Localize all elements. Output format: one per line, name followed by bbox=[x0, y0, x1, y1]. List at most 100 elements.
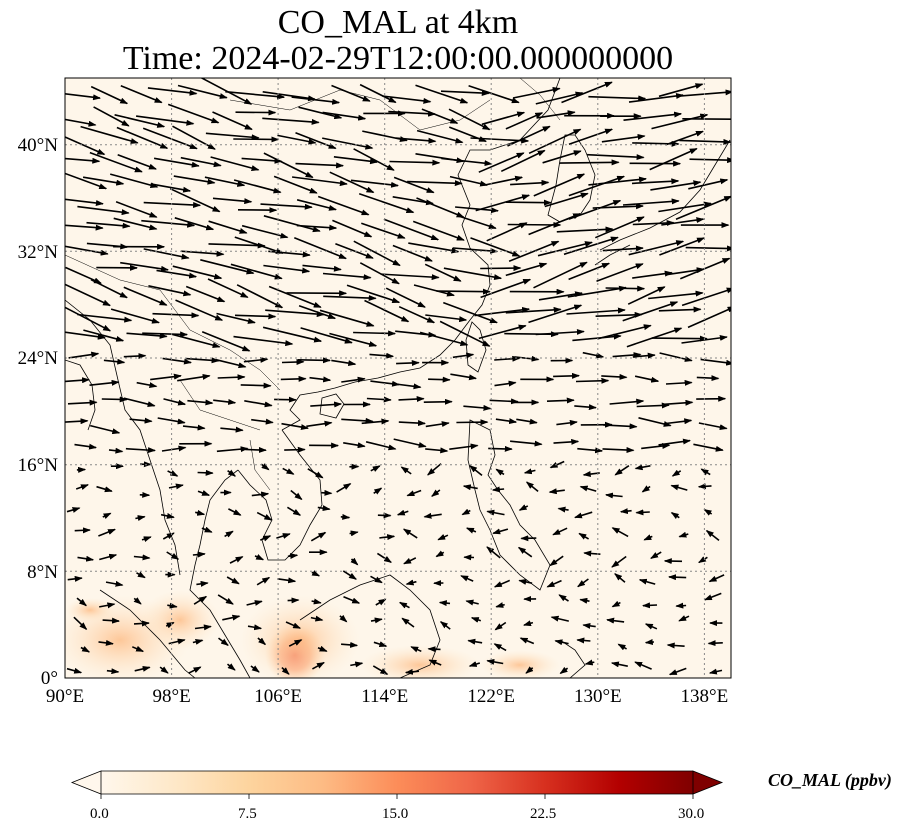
wind-arrow bbox=[556, 419, 578, 426]
wind-arrow bbox=[65, 306, 112, 332]
wind-arrow bbox=[475, 194, 531, 212]
wind-arrow bbox=[642, 602, 658, 609]
wind-arrow bbox=[675, 602, 687, 609]
wind-vectors bbox=[65, 78, 731, 676]
wind-arrow bbox=[215, 358, 247, 369]
wind-arrow bbox=[425, 421, 450, 428]
wind-arrow bbox=[494, 355, 521, 362]
wind-arrow bbox=[353, 240, 401, 267]
wind-arrow bbox=[134, 665, 151, 672]
wind-arrow bbox=[634, 375, 660, 383]
wind-arrow bbox=[408, 242, 460, 254]
wind-arrow bbox=[478, 324, 527, 340]
wind-arrow bbox=[153, 157, 200, 168]
wind-arrow bbox=[552, 527, 568, 536]
wind-arrow bbox=[298, 304, 337, 320]
wind-arrow bbox=[410, 646, 422, 653]
wind-arrow bbox=[670, 512, 680, 520]
colorbar-tick-label: 0.0 bbox=[90, 806, 109, 822]
wind-arrow bbox=[312, 661, 325, 670]
wind-arrow bbox=[631, 178, 680, 185]
wind-arrow bbox=[117, 154, 157, 170]
wind-arrow bbox=[406, 489, 422, 497]
wind-arrow bbox=[213, 398, 237, 405]
wind-arrow bbox=[222, 614, 241, 621]
wind-arrow bbox=[125, 447, 156, 454]
wind-arrow bbox=[370, 380, 400, 387]
wind-arrow bbox=[126, 332, 168, 339]
wind-arrow bbox=[708, 668, 723, 675]
wind-arrow bbox=[648, 290, 704, 300]
wind-arrow bbox=[661, 217, 705, 226]
colorbar-tick-label: 22.5 bbox=[530, 806, 557, 822]
wind-arrow bbox=[401, 617, 415, 628]
colorbar-tick-label: 15.0 bbox=[382, 806, 409, 822]
map-frame bbox=[64, 77, 732, 679]
colorbar-label: CO_MAL (ppbv) bbox=[768, 770, 892, 790]
wind-arrow bbox=[685, 245, 731, 252]
wind-arrow bbox=[152, 312, 200, 319]
wind-arrow bbox=[450, 373, 477, 381]
wind-arrow bbox=[486, 658, 504, 665]
colorbar-gradient bbox=[101, 771, 693, 794]
wind-arrow bbox=[302, 264, 342, 272]
wind-arrow bbox=[480, 278, 532, 299]
wind-arrow bbox=[322, 111, 367, 121]
wind-arrow bbox=[596, 263, 644, 282]
wind-arrow bbox=[668, 574, 687, 581]
wind-arrow bbox=[65, 245, 109, 256]
wind-arrow bbox=[549, 555, 564, 567]
wind-arrow bbox=[373, 487, 383, 495]
wind-arrow bbox=[311, 598, 322, 605]
wind-arrow bbox=[416, 129, 464, 144]
wind-arrow bbox=[614, 465, 630, 476]
wind-arrow bbox=[142, 127, 198, 150]
wind-arrow bbox=[286, 506, 302, 516]
wind-arrow bbox=[245, 446, 267, 453]
wind-arrow bbox=[284, 446, 306, 453]
wind-arrow bbox=[609, 398, 645, 405]
wind-arrow bbox=[578, 532, 589, 540]
wind-arrow bbox=[399, 601, 410, 609]
wind-arrow bbox=[180, 250, 225, 257]
wind-arrow bbox=[73, 616, 88, 630]
wind-arrow bbox=[486, 546, 501, 559]
wind-arrow bbox=[493, 643, 507, 652]
wind-arrow bbox=[108, 447, 124, 454]
wind-arrow bbox=[678, 615, 690, 622]
wind-arrow bbox=[161, 445, 187, 452]
wind-arrow bbox=[435, 550, 445, 558]
wind-arrow bbox=[109, 173, 159, 189]
wind-arrow bbox=[210, 156, 260, 171]
wind-arrow bbox=[650, 180, 702, 191]
wind-arrow bbox=[123, 286, 168, 306]
wind-arrow bbox=[182, 424, 206, 431]
wind-arrow bbox=[559, 159, 620, 166]
wind-arrow bbox=[77, 555, 95, 562]
wind-arrow bbox=[659, 352, 693, 362]
wind-arrow bbox=[192, 551, 206, 558]
wind-arrow bbox=[455, 206, 499, 214]
wind-arrow bbox=[505, 262, 548, 277]
wind-arrow bbox=[665, 267, 705, 276]
wind-arrow bbox=[234, 313, 277, 320]
wind-arrow bbox=[290, 489, 303, 501]
wind-arrow bbox=[519, 637, 535, 645]
chart-title-line-2: Time: 2024-02-29T12:00:00.000000000 bbox=[122, 40, 674, 77]
wind-arrow bbox=[538, 291, 583, 301]
wind-arrow bbox=[346, 284, 401, 304]
wind-arrow bbox=[493, 579, 511, 588]
wind-arrow bbox=[273, 175, 318, 194]
wind-arrow bbox=[244, 400, 273, 408]
wind-arrow bbox=[217, 374, 246, 381]
wind-arrow bbox=[494, 380, 517, 387]
wind-arrow bbox=[350, 179, 399, 188]
wind-arrow bbox=[349, 530, 359, 537]
wind-arrow bbox=[703, 592, 722, 601]
wind-arrow bbox=[165, 621, 175, 629]
wind-arrow bbox=[556, 226, 614, 233]
wind-arrow bbox=[361, 418, 390, 425]
wind-arrow bbox=[77, 205, 130, 216]
wind-arrow bbox=[98, 639, 114, 646]
wind-arrow bbox=[679, 89, 731, 97]
